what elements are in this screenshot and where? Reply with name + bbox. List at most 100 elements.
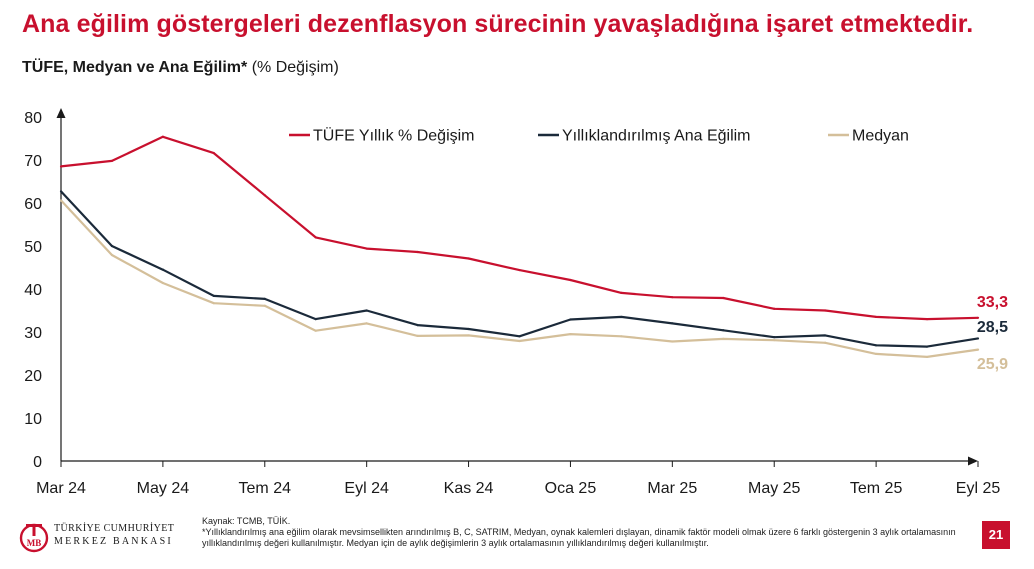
data-point <box>620 315 623 319</box>
x-tick-label: Oca 25 <box>545 480 597 497</box>
data-point <box>976 316 980 319</box>
legend-label: TÜFE Yıllık % Değişim <box>313 127 475 145</box>
data-point <box>976 348 980 351</box>
data-point <box>212 294 215 297</box>
data-point <box>925 318 929 321</box>
data-point <box>875 315 878 319</box>
series-end-label: 28,5 <box>977 319 1008 336</box>
chart-legend: TÜFE Yıllık % Değişim Yıllıklandırılmış A… <box>289 127 909 145</box>
data-point <box>263 194 266 197</box>
data-point <box>161 281 164 285</box>
data-point <box>518 335 521 338</box>
x-tick-label: Kas 24 <box>444 480 494 497</box>
data-point <box>671 296 674 299</box>
x-tick-label: Eyl 24 <box>344 480 389 497</box>
legend-label: Yıllıklandırılmış Ana Eğilim <box>562 128 751 145</box>
y-tick-label: 80 <box>24 110 42 127</box>
data-point <box>59 165 63 168</box>
data-point <box>722 296 725 300</box>
data-point <box>722 337 725 340</box>
x-tick-label: Mar 25 <box>647 480 697 497</box>
page-headline: Ana eğilim göstergeleri dezenflasyon sür… <box>22 10 974 38</box>
tcmb-emblem-icon: MB <box>19 523 49 553</box>
x-tick-label: May 25 <box>748 480 801 497</box>
data-point <box>416 334 419 337</box>
data-point <box>773 336 776 339</box>
data-point <box>314 236 317 239</box>
y-tick-label: 60 <box>24 196 42 213</box>
data-point <box>518 268 521 272</box>
data-point <box>59 199 63 202</box>
y-tick-label: 50 <box>24 239 42 256</box>
series-line <box>60 135 979 321</box>
data-point <box>824 309 827 312</box>
data-point <box>671 322 674 325</box>
x-tick-label: Tem 24 <box>239 480 292 497</box>
data-point <box>773 339 776 342</box>
y-axis-arrow-icon <box>56 108 66 118</box>
data-point <box>875 352 878 356</box>
data-point <box>925 345 929 348</box>
data-point <box>161 268 164 271</box>
y-tick-label: 40 <box>24 282 42 299</box>
series-end-label: 25,9 <box>977 356 1008 373</box>
data-point <box>365 322 368 325</box>
data-point <box>824 341 827 344</box>
chart-series <box>59 135 980 359</box>
chart-subtitle-unit: (% Değişim) <box>251 59 339 76</box>
y-tick-label: 20 <box>24 368 42 385</box>
data-point <box>773 307 776 310</box>
data-point <box>110 244 114 248</box>
x-tick-label: Mar 24 <box>36 480 86 497</box>
data-point <box>467 257 470 260</box>
data-point <box>110 253 114 257</box>
series-line <box>60 199 979 358</box>
data-point <box>671 340 674 343</box>
data-point <box>467 327 470 331</box>
x-tick-label: May 24 <box>137 480 190 497</box>
tcmb-logo: MB TÜRKİYE CUMHURİYET MERKEZ BANKASI <box>18 521 178 557</box>
y-tick-label: 10 <box>24 411 42 428</box>
legend-label: Medyan <box>852 128 909 145</box>
data-point <box>365 309 368 312</box>
data-point <box>263 304 266 307</box>
x-axis-arrow-icon <box>968 456 978 466</box>
data-point <box>212 302 215 305</box>
chart-axes: 0 10 20 30 40 50 60 70 80 Mar 24 May 24 Tem 24 Eyl 2… <box>24 108 1000 497</box>
chart-subtitle-bold: TÜFE, Medyan ve Ana Eğilim* <box>22 59 248 76</box>
y-tick-label: 70 <box>24 153 42 170</box>
chart-subtitle: TÜFE, Medyan ve Ana Eğilim* (% Değişim) <box>22 59 339 77</box>
data-point <box>518 339 521 343</box>
y-tick-label: 0 <box>33 454 42 471</box>
data-point <box>314 318 317 321</box>
data-point <box>569 318 572 321</box>
source-notes: Kaynak: TCMB, TÜİK. *Yıllıklandırılmış a… <box>202 516 962 549</box>
data-point <box>620 335 623 338</box>
data-point <box>365 247 368 250</box>
data-point <box>620 291 623 294</box>
data-point <box>976 337 980 340</box>
data-point <box>925 355 929 359</box>
data-point <box>875 344 878 347</box>
data-point <box>416 250 419 254</box>
svg-text:MB: MB <box>27 538 42 548</box>
data-point <box>569 333 572 336</box>
x-tick-label: Tem 25 <box>850 480 903 497</box>
data-point <box>314 329 317 332</box>
methodology-note: *Yıllıklandırılmış ana eğilim olarak mev… <box>202 527 956 548</box>
data-point <box>416 324 419 327</box>
series-end-label: 33,3 <box>977 294 1008 311</box>
data-point <box>569 278 572 282</box>
data-point <box>59 190 63 193</box>
data-point <box>824 334 827 337</box>
data-point <box>161 135 164 138</box>
source-text: Kaynak: TCMB, TÜİK. <box>202 516 291 526</box>
logo-text-line1: TÜRKİYE CUMHURİYET <box>54 523 175 534</box>
line-chart: 0 10 20 30 40 50 60 70 80 Mar 24 May 24 Tem 24 Eyl 2… <box>24 108 1008 497</box>
data-point <box>467 334 470 337</box>
page-number: 21 <box>982 521 1010 549</box>
data-point <box>212 152 215 155</box>
x-tick-label: Eyl 25 <box>956 480 1001 497</box>
logo-text-line2: MERKEZ BANKASI <box>54 536 173 547</box>
y-tick-label: 30 <box>24 325 42 342</box>
